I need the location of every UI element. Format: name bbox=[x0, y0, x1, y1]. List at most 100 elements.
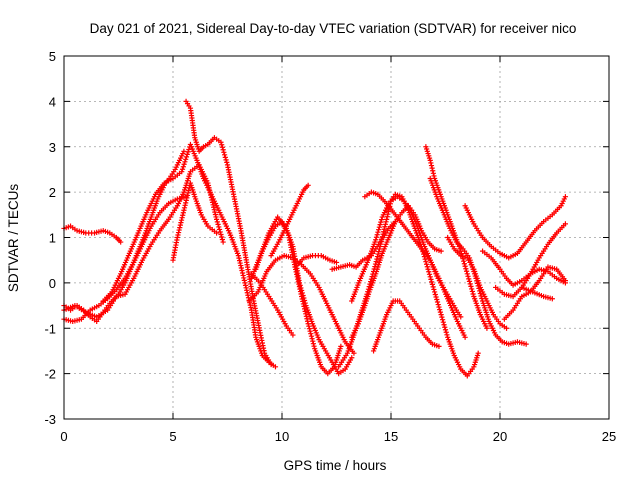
series-arc-18 bbox=[362, 189, 468, 340]
data-point bbox=[426, 269, 432, 275]
data-point bbox=[462, 334, 468, 340]
data-point bbox=[308, 333, 315, 339]
data-point bbox=[376, 246, 383, 252]
data-point bbox=[463, 266, 469, 272]
data-point bbox=[179, 169, 185, 175]
data-point bbox=[309, 336, 315, 342]
data-point bbox=[465, 273, 471, 279]
data-point bbox=[430, 284, 436, 290]
data-point bbox=[301, 297, 308, 304]
series-arc-2 bbox=[61, 148, 187, 325]
series-arc-25 bbox=[493, 221, 568, 300]
data-point bbox=[469, 288, 475, 295]
data-point bbox=[462, 263, 468, 269]
data-point bbox=[466, 276, 472, 282]
series-arc-7 bbox=[170, 180, 220, 263]
data-point bbox=[183, 156, 189, 162]
data-point bbox=[423, 259, 429, 265]
data-point bbox=[333, 259, 340, 266]
data-point bbox=[466, 278, 473, 284]
data-point bbox=[429, 279, 435, 285]
data-point bbox=[437, 306, 443, 313]
data-point bbox=[503, 325, 510, 331]
data-point bbox=[310, 341, 316, 347]
y-tick-label: -3 bbox=[44, 412, 56, 427]
y-axis-label: SDTVAR / TECUs bbox=[6, 184, 21, 293]
data-point bbox=[377, 222, 383, 228]
data-point bbox=[181, 148, 187, 154]
data-point bbox=[444, 332, 450, 338]
series-arc-10 bbox=[246, 253, 357, 356]
data-point bbox=[268, 361, 274, 368]
data-point bbox=[219, 234, 225, 240]
data-point bbox=[299, 290, 305, 296]
data-point bbox=[374, 232, 380, 238]
chart-title: Day 021 of 2021, Sidereal Day-to-day VTE… bbox=[90, 21, 577, 36]
data-point bbox=[219, 236, 226, 243]
data-point bbox=[179, 166, 186, 172]
data-point bbox=[224, 159, 230, 165]
data-point bbox=[351, 350, 357, 356]
data-point bbox=[434, 296, 440, 303]
data-point bbox=[461, 261, 467, 267]
data-point bbox=[463, 268, 470, 274]
data-point bbox=[216, 224, 222, 230]
data-point bbox=[429, 165, 435, 171]
y-tick-label: -2 bbox=[44, 367, 56, 382]
data-point bbox=[181, 161, 187, 167]
data-point bbox=[549, 296, 555, 302]
data-point bbox=[300, 292, 306, 299]
y-tick-label: 5 bbox=[49, 49, 56, 64]
data-point bbox=[427, 274, 433, 280]
series-arc-26 bbox=[501, 264, 568, 322]
x-tick-label: 0 bbox=[60, 429, 67, 444]
y-tick-label: 4 bbox=[49, 94, 56, 109]
data-point bbox=[431, 286, 437, 293]
data-point bbox=[441, 322, 447, 328]
series-arc-12 bbox=[268, 182, 311, 259]
data-point bbox=[220, 147, 226, 153]
data-point bbox=[475, 350, 481, 356]
data-point bbox=[443, 329, 449, 335]
data-point bbox=[296, 280, 303, 286]
x-tick-label: 25 bbox=[602, 429, 616, 444]
data-point bbox=[439, 314, 445, 320]
data-point bbox=[308, 331, 314, 337]
data-point bbox=[301, 295, 307, 301]
data-point bbox=[433, 294, 439, 300]
data-point bbox=[376, 227, 382, 233]
data-point bbox=[214, 216, 220, 222]
series-arc-9 bbox=[248, 214, 355, 377]
data-point bbox=[469, 286, 475, 292]
data-point bbox=[432, 291, 438, 298]
x-axis-label: GPS time / hours bbox=[284, 458, 387, 473]
data-point bbox=[298, 285, 304, 291]
data-point bbox=[220, 239, 226, 245]
x-tick-label: 5 bbox=[169, 429, 176, 444]
data-point bbox=[218, 139, 224, 145]
data-point bbox=[184, 151, 190, 157]
series-arc-16 bbox=[349, 191, 481, 379]
data-point bbox=[562, 278, 568, 284]
data-point bbox=[219, 144, 226, 150]
data-point bbox=[430, 170, 436, 176]
data-point bbox=[373, 258, 379, 265]
data-point bbox=[223, 157, 229, 163]
data-point bbox=[438, 312, 444, 318]
data-point bbox=[378, 219, 384, 225]
data-point bbox=[375, 251, 381, 257]
data-point bbox=[305, 321, 311, 327]
data-point bbox=[183, 154, 190, 160]
series-arc-5 bbox=[100, 141, 279, 370]
data-point bbox=[428, 276, 434, 282]
data-point bbox=[435, 301, 441, 308]
data-point bbox=[458, 314, 464, 320]
data-point bbox=[427, 157, 433, 163]
data-point bbox=[118, 239, 124, 245]
data-point bbox=[306, 323, 312, 329]
data-point bbox=[214, 230, 220, 236]
data-point bbox=[222, 154, 228, 160]
data-point bbox=[297, 282, 303, 288]
data-point bbox=[562, 221, 568, 227]
